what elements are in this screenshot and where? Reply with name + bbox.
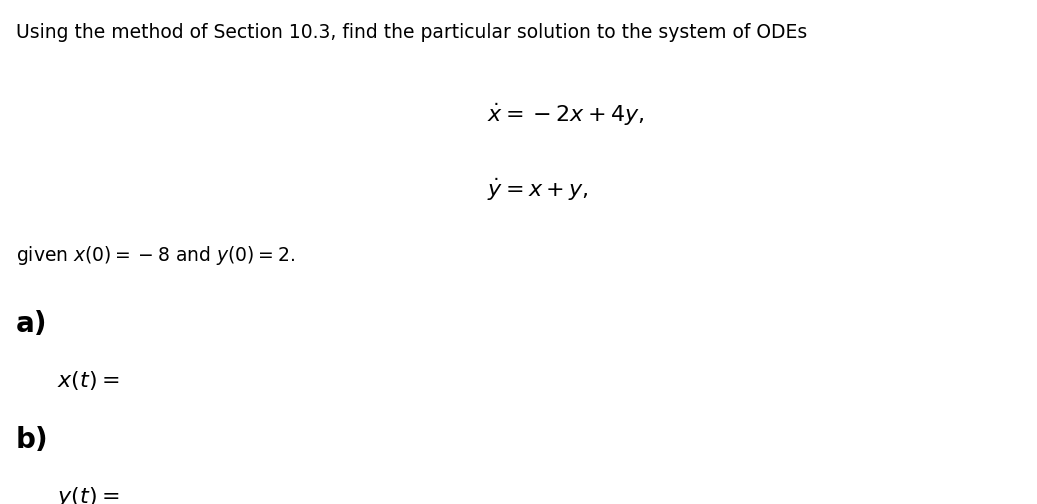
Text: $\dot{x} = -2x + 4y,$: $\dot{x} = -2x + 4y,$: [487, 101, 645, 128]
Text: a): a): [16, 310, 47, 338]
Text: $y(t) =$: $y(t) =$: [57, 485, 119, 504]
Text: given $x(0) = -8$ and $y(0) = 2.$: given $x(0) = -8$ and $y(0) = 2.$: [16, 244, 295, 268]
Text: Using the method of Section 10.3, find the particular solution to the system of : Using the method of Section 10.3, find t…: [16, 23, 807, 42]
Text: $x(t) =$: $x(t) =$: [57, 369, 119, 392]
Text: $\dot{y} = x + y,$: $\dot{y} = x + y,$: [487, 176, 589, 203]
Text: b): b): [16, 426, 48, 454]
